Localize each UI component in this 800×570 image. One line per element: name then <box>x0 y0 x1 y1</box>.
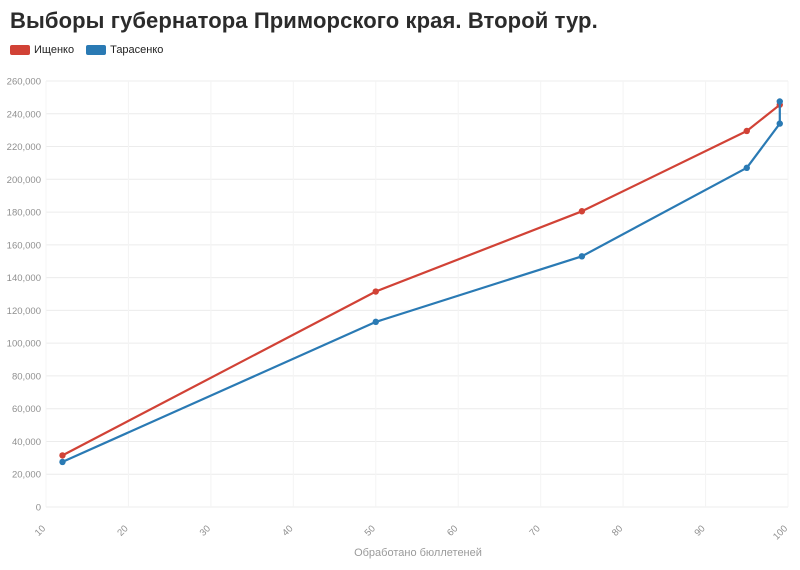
y-tick-label: 100,000 <box>7 339 41 350</box>
legend-item-ishchenko[interactable]: Ищенко <box>10 44 74 56</box>
x-tick-label: 70 <box>528 523 543 538</box>
legend-swatch-ishchenko <box>10 45 30 55</box>
data-point-tarasenko[interactable] <box>372 318 379 326</box>
x-tick-label: 30 <box>198 523 213 538</box>
legend: Ищенко Тарасенко <box>10 44 163 56</box>
x-axis: 10 20 30 40 50 60 70 80 90 100 <box>33 523 790 542</box>
x-tick-label: 100 <box>771 523 790 542</box>
data-point-tarasenko[interactable] <box>776 98 783 105</box>
y-tick-label: 160,000 <box>7 240 41 251</box>
legend-label-tarasenko: Тарасенко <box>110 44 164 56</box>
data-point-tarasenko[interactable] <box>59 458 66 466</box>
x-tick-label: 10 <box>33 523 48 538</box>
data-point-tarasenko[interactable] <box>776 120 783 127</box>
series-line-ishchenko <box>61 103 781 457</box>
y-tick-label: 200,000 <box>7 175 41 186</box>
grid-lines <box>45 80 789 508</box>
series-layer <box>59 98 783 466</box>
data-point-ishchenko[interactable] <box>578 208 586 215</box>
data-point-ishchenko[interactable] <box>372 288 379 295</box>
x-tick-label: 80 <box>610 523 625 538</box>
x-tick-label: 40 <box>280 523 295 538</box>
y-tick-label: 0 <box>36 503 41 514</box>
y-tick-label: 140,000 <box>7 273 41 284</box>
y-tick-label: 120,000 <box>7 306 41 317</box>
data-point-tarasenko[interactable] <box>578 253 586 260</box>
x-tick-label: 60 <box>445 523 460 538</box>
series-line-tarasenko <box>61 100 781 463</box>
y-tick-label: 240,000 <box>7 109 41 120</box>
legend-swatch-tarasenko <box>86 45 107 55</box>
y-axis: 0 20,000 40,000 60,000 80,000 100,000 120,000 1… <box>7 77 41 514</box>
y-tick-label: 40,000 <box>12 437 41 448</box>
data-point-tarasenko[interactable] <box>743 164 750 172</box>
y-tick-label: 60,000 <box>12 404 41 415</box>
data-point-ishchenko[interactable] <box>743 127 750 135</box>
legend-label-ishchenko: Ищенко <box>34 44 75 56</box>
data-point-ishchenko[interactable] <box>59 452 66 459</box>
y-tick-label: 20,000 <box>12 470 41 481</box>
y-tick-label: 180,000 <box>7 208 41 219</box>
x-tick-label: 90 <box>692 523 707 538</box>
x-axis-label: Обработано бюллетеней <box>354 547 482 559</box>
x-tick-label: 50 <box>363 523 378 538</box>
x-tick-label: 20 <box>115 523 130 538</box>
y-tick-label: 260,000 <box>7 77 41 88</box>
legend-item-tarasenko[interactable]: Тарасенко <box>86 44 163 56</box>
y-tick-label: 220,000 <box>7 142 41 153</box>
y-tick-label: 80,000 <box>12 371 41 382</box>
chart-title: Выборы губернатора Приморского края. Вто… <box>10 8 598 33</box>
